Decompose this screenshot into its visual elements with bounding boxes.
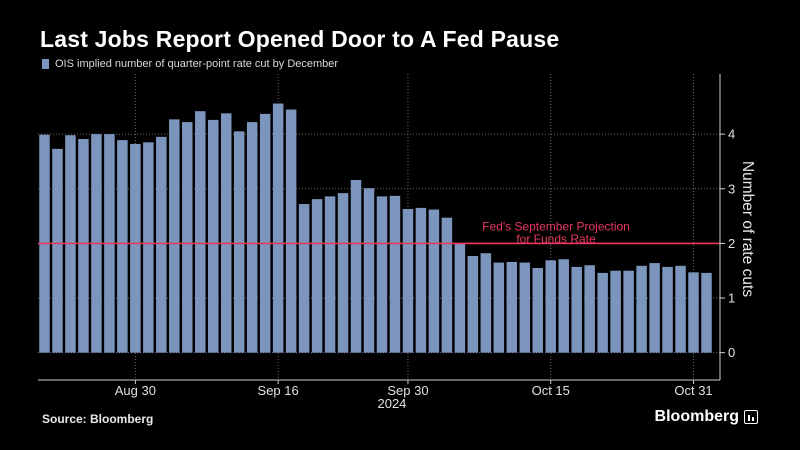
bar (298, 204, 310, 353)
bar (415, 207, 427, 353)
legend-swatch (42, 59, 49, 69)
bar (506, 261, 518, 353)
legend: OIS implied number of quarter-point rate… (42, 58, 338, 70)
x-tick-label: Oct 15 (532, 383, 570, 398)
bar (584, 265, 595, 353)
bar (441, 217, 453, 353)
y-tick-label: 1 (728, 291, 735, 306)
bar (636, 265, 647, 353)
bar (311, 199, 323, 353)
bar (545, 260, 556, 353)
bar (272, 103, 284, 353)
bar (662, 266, 673, 353)
x-tick-label: Aug 30 (115, 383, 156, 398)
y-tick-label: 4 (728, 127, 735, 142)
bar (220, 113, 232, 353)
bar (246, 122, 258, 353)
bar (337, 193, 349, 353)
bar (493, 262, 505, 353)
bar (649, 263, 660, 353)
source-note: Source: Bloomberg (42, 412, 154, 426)
bar (117, 140, 128, 353)
bar (623, 270, 634, 353)
bar (350, 180, 362, 353)
x-year-label: 2024 (377, 396, 406, 411)
bar (454, 243, 466, 353)
bar (285, 109, 297, 353)
bar (480, 253, 492, 353)
x-tick-label: Sep 16 (258, 383, 299, 398)
bar (688, 272, 699, 353)
bar (324, 196, 336, 353)
bar (363, 188, 375, 353)
bar (402, 208, 414, 353)
bar (195, 111, 206, 353)
bar (558, 259, 569, 353)
bar (597, 272, 608, 353)
bar (78, 139, 89, 353)
bar (610, 270, 621, 353)
bar (169, 119, 180, 353)
brand-name: Bloomberg (654, 408, 739, 425)
x-tick-label: Oct 31 (674, 383, 712, 398)
reference-label: for Funds Rate (516, 232, 596, 246)
y-tick-label: 0 (728, 345, 735, 360)
bar (143, 142, 154, 353)
bar (207, 119, 219, 353)
bar (52, 148, 63, 353)
bar (532, 267, 544, 353)
bar (376, 196, 388, 353)
bar (428, 209, 440, 353)
y-axis-title: Number of rate cuts (739, 161, 756, 297)
brand-logo: Bloomberg (655, 408, 758, 426)
bar (467, 255, 479, 353)
y-tick-label: 3 (728, 181, 735, 196)
x-tick-label: Sep 30 (387, 383, 428, 398)
bar (571, 266, 582, 353)
y-tick-label: 2 (728, 236, 735, 251)
bar (259, 113, 271, 353)
legend-label: OIS implied number of quarter-point rate… (55, 58, 339, 70)
bar (389, 195, 401, 353)
bar (233, 131, 245, 353)
reference-label: Fed's September Projection (482, 219, 630, 233)
bar-chart-icon (744, 410, 758, 424)
bar (130, 143, 141, 353)
bar (519, 262, 531, 353)
bar (156, 136, 167, 353)
bar (182, 122, 193, 353)
bar (675, 265, 686, 353)
chart-title: Last Jobs Report Opened Door to A Fed Pa… (40, 26, 560, 52)
bar (701, 272, 712, 353)
